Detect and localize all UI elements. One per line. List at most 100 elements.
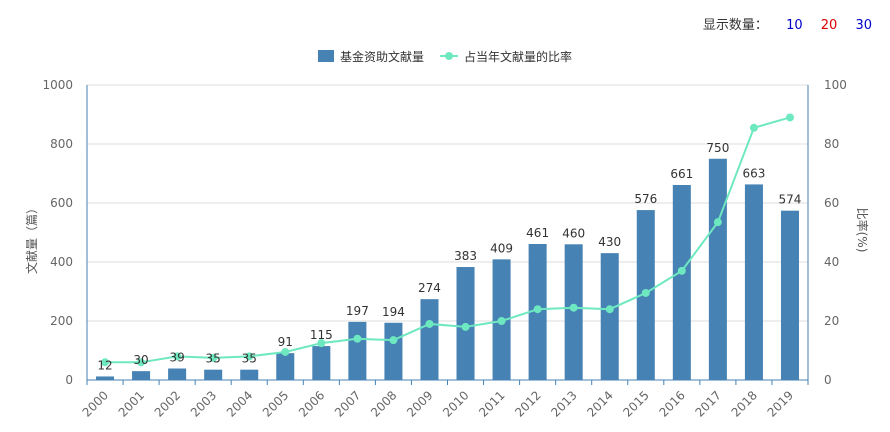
line-point xyxy=(317,339,326,348)
bar-data-label: 197 xyxy=(346,304,369,318)
y-left-tick-label: 400 xyxy=(50,255,73,269)
line-point xyxy=(569,303,578,312)
y-right-tick-label: 80 xyxy=(824,137,839,151)
line-point xyxy=(101,358,110,367)
gridlines xyxy=(87,84,808,322)
show-count-20-option[interactable]: 20 xyxy=(820,18,838,33)
y-right-tick-label: 60 xyxy=(824,196,839,210)
bar-data-label: 194 xyxy=(382,305,405,319)
line-point xyxy=(245,352,254,361)
line-point xyxy=(677,266,686,275)
bar-data-label: 460 xyxy=(562,226,585,240)
line-point xyxy=(425,319,434,328)
x-tick-label: 2019 xyxy=(765,388,796,419)
y-left-tick-label: 600 xyxy=(50,196,73,210)
x-tick-label: 2017 xyxy=(692,388,723,419)
x-tick-label: 2010 xyxy=(440,388,471,419)
line-point xyxy=(389,336,398,345)
x-tick-label: 2011 xyxy=(476,388,507,419)
line-series xyxy=(101,113,794,367)
y-left-tick-label: 1000 xyxy=(42,78,73,92)
bar-data-label: 39 xyxy=(169,350,184,364)
bar xyxy=(132,371,151,380)
y-left-tick-label: 200 xyxy=(50,314,73,328)
bar-data-label: 12 xyxy=(97,358,112,372)
y-right-tick-label: 100 xyxy=(824,78,847,92)
ratio-line xyxy=(105,116,791,364)
x-tick-label: 2015 xyxy=(620,388,651,419)
x-tick-label: 2004 xyxy=(224,388,255,419)
line-point xyxy=(605,305,614,314)
legend-bar-label: 基金资助文献量 xyxy=(340,49,424,64)
bar-data-label: 91 xyxy=(278,335,293,349)
line-point xyxy=(281,347,290,356)
bar-data-label: 663 xyxy=(742,166,765,180)
x-tick-label: 2006 xyxy=(296,388,327,419)
bar-data-label: 383 xyxy=(454,249,477,263)
x-tick-label: 2000 xyxy=(80,388,111,419)
bar-data-label: 35 xyxy=(242,352,257,366)
bar-data-label: 115 xyxy=(310,328,333,342)
line-point xyxy=(533,305,542,314)
bar xyxy=(384,322,403,380)
x-tick-label: 2013 xyxy=(548,388,579,419)
bar xyxy=(240,369,259,380)
line-point xyxy=(173,352,182,361)
line-point xyxy=(209,353,218,362)
x-tick-label: 2014 xyxy=(584,388,615,419)
line-point xyxy=(785,113,794,122)
bar-data-label: 661 xyxy=(670,167,693,181)
line-point xyxy=(641,288,650,297)
x-tick-label: 2009 xyxy=(404,388,435,419)
bar-data-label: 430 xyxy=(598,235,621,249)
bar-data-label: 409 xyxy=(490,241,513,255)
x-tick-label: 2002 xyxy=(152,388,183,419)
x-tick-label: 2012 xyxy=(512,388,543,419)
bar xyxy=(204,369,223,380)
bar xyxy=(168,368,187,380)
y-left-tick-label: 800 xyxy=(50,137,73,151)
bar-data-label: 35 xyxy=(206,352,221,366)
line-point xyxy=(137,358,146,367)
bar-data-label: 750 xyxy=(706,141,729,155)
legend: 基金资助文献量 占当年文献量的比率 xyxy=(318,49,572,64)
x-tick-label: 2008 xyxy=(368,388,399,419)
bar xyxy=(276,353,295,380)
bar-data-label: 461 xyxy=(526,226,549,240)
x-tick-label: 2003 xyxy=(188,388,219,419)
line-point xyxy=(461,322,470,331)
show-count-label: 显示数量： xyxy=(702,18,768,33)
y-right-axis-title: 比率(%) xyxy=(855,208,870,253)
legend-line-marker xyxy=(445,52,453,60)
bar-data-label: 30 xyxy=(133,353,148,367)
bar-data-label: 574 xyxy=(779,193,802,207)
y-left-axis-title: 文献量（篇） xyxy=(24,202,39,274)
line-point xyxy=(749,123,758,132)
line-point xyxy=(713,218,722,227)
y-right-tick-label: 20 xyxy=(824,314,839,328)
x-tick-label: 2005 xyxy=(260,388,291,419)
bar xyxy=(564,244,583,380)
y-left-tick-label: 0 xyxy=(65,373,73,387)
bar-data-label: 576 xyxy=(634,192,657,206)
y-right-tick-label: 40 xyxy=(824,255,839,269)
show-count-10-option[interactable]: 10 xyxy=(786,18,803,33)
legend-line-label: 占当年文献量的比率 xyxy=(464,49,572,64)
bar-data-label: 274 xyxy=(418,281,441,295)
bar xyxy=(744,184,763,380)
legend-bar-swatch xyxy=(318,50,334,62)
bar xyxy=(600,253,619,380)
bar xyxy=(420,299,439,380)
x-tick-label: 2016 xyxy=(656,388,687,419)
bar xyxy=(96,376,115,380)
line-point xyxy=(353,334,362,343)
x-tick-label: 2018 xyxy=(729,388,760,419)
bar xyxy=(348,321,367,380)
bar-series xyxy=(96,158,799,380)
bar xyxy=(672,185,691,380)
bar-data-labels: 12 30 39 35 35 91 115 197 194 274 383 409 461 460 430 5… xyxy=(97,141,801,373)
line-point xyxy=(497,317,506,325)
show-count-30-option[interactable]: 30 xyxy=(855,18,872,33)
show-count-control: 显示数量： 10 20 30 xyxy=(703,14,872,33)
